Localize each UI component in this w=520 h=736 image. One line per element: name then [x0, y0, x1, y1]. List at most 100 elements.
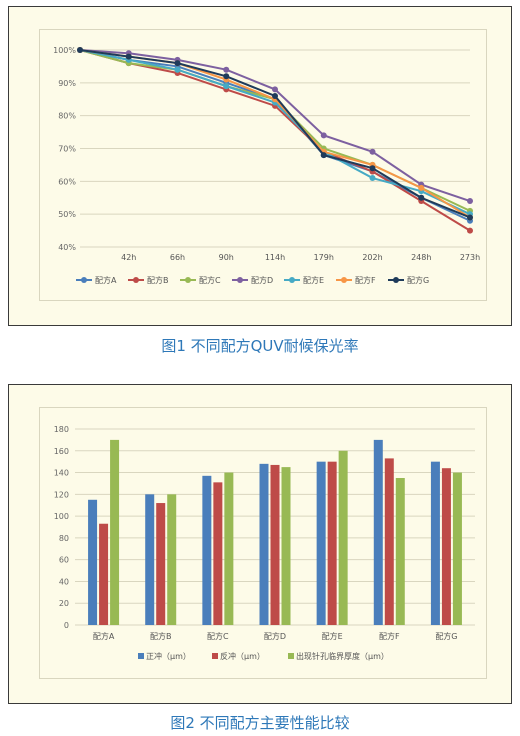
y-tick-label: 120 [54, 490, 69, 499]
y-tick-label: 140 [54, 469, 69, 478]
data-point [369, 165, 376, 172]
x-tick-label: 248h [411, 253, 431, 262]
y-tick-label: 160 [54, 447, 69, 456]
bar-chart: 0 20 40 60 80 100 120 140 160 180 配方A 配方B 配方C 配方D 配方E 配… [54, 425, 475, 661]
x-tick-label: 273h [460, 253, 480, 262]
legend-marker [237, 277, 243, 283]
y-tick-label: 70% [58, 145, 76, 154]
data-point [223, 83, 230, 90]
bar [213, 482, 223, 625]
x-tick-label: 配方G [435, 631, 457, 641]
bar [167, 494, 177, 625]
legend-marker [81, 277, 87, 283]
bar [338, 450, 348, 625]
x-tick-label: 配方A [93, 631, 115, 641]
legend-marker [289, 277, 295, 283]
x-tick-label: 配方E [322, 631, 343, 641]
legend-label: 配方A [95, 275, 117, 285]
bar [224, 472, 234, 625]
x-tick-label: 114h [265, 253, 285, 262]
bar [259, 463, 269, 625]
bar [281, 467, 291, 625]
bar [395, 478, 405, 625]
series-line [79, 49, 471, 219]
x-tick-label: 90h [219, 253, 234, 262]
bar [441, 468, 451, 625]
bar-chart-area: 0 20 40 60 80 100 120 140 160 180 配方A 配方B 配方C 配方D 配方E 配… [39, 407, 487, 679]
data-point [467, 214, 473, 221]
bar [373, 439, 383, 625]
y-tick-label: 90% [58, 79, 76, 88]
legend-swatch [288, 653, 294, 659]
series-line [79, 49, 471, 216]
x-tick-label: 202h [362, 253, 382, 262]
data-point [467, 227, 473, 234]
y-tick-label: 80 [59, 534, 69, 543]
y-tick-label: 50% [58, 210, 76, 219]
legend-label: 正冲（μm） [146, 651, 191, 661]
legend-marker [133, 277, 139, 283]
y-tick-label: 0 [64, 621, 69, 630]
legend-label: 配方B [147, 275, 169, 285]
data-point [369, 175, 376, 182]
x-tick-label: 配方F [379, 631, 400, 641]
bar [145, 494, 155, 625]
data-point [369, 148, 376, 155]
x-tick-label: 66h [170, 253, 185, 262]
line-chart-area: 40% 50% 60% 70% 80% 90% 100% 42h 66h 90h 114h 179h 2… [39, 29, 487, 301]
figure2-caption: 图2 不同配方主要性能比较 [170, 714, 350, 732]
bar [156, 503, 166, 625]
series-line [79, 49, 471, 232]
y-tick-label: 100% [53, 46, 76, 55]
bar [430, 461, 440, 625]
y-tick-label: 40 [59, 577, 69, 586]
data-point [77, 47, 83, 53]
legend-label: 配方C [199, 275, 221, 285]
data-point [320, 152, 327, 159]
legend-marker [341, 277, 347, 283]
legend-label: 配方D [251, 275, 273, 285]
data-point [418, 194, 425, 201]
x-tick-label: 配方C [207, 631, 229, 641]
data-point [223, 66, 230, 73]
series-line [79, 49, 471, 202]
bar [88, 499, 98, 625]
legend-label: 配方G [407, 275, 429, 285]
legend-swatch [138, 653, 144, 659]
data-point [467, 198, 473, 205]
line-chart-panel: 40% 50% 60% 70% 80% 90% 100% 42h 66h 90h 114h 179h 2… [8, 6, 512, 326]
data-point [320, 132, 327, 139]
bar [384, 458, 394, 625]
data-point [418, 184, 425, 191]
y-tick-label: 80% [58, 112, 76, 121]
y-tick-label: 180 [54, 425, 69, 434]
figure1-caption: 图1 不同配方QUV耐候保光率 [161, 337, 359, 355]
legend-swatch [212, 653, 218, 659]
bar-chart-panel: 0 20 40 60 80 100 120 140 160 180 配方A 配方B 配方C 配方D 配方E 配… [8, 384, 512, 704]
data-point [223, 73, 230, 80]
series-line [79, 49, 471, 212]
bar [110, 439, 120, 625]
data-point [272, 92, 278, 99]
bar [202, 475, 212, 625]
legend-label: 反冲（μm） [220, 651, 265, 661]
y-tick-label: 40% [58, 243, 76, 252]
legend-label: 配方F [355, 275, 376, 285]
x-tick-label: 配方B [150, 631, 172, 641]
data-point [174, 66, 181, 73]
bar [316, 461, 326, 625]
y-tick-label: 20 [59, 599, 69, 608]
line-chart: 40% 50% 60% 70% 80% 90% 100% 42h 66h 90h 114h 179h 2… [53, 46, 480, 285]
bar [327, 461, 337, 625]
bar [99, 523, 109, 625]
data-point [174, 60, 181, 67]
x-tick-label: 配方D [264, 631, 286, 641]
y-tick-label: 60 [59, 556, 69, 565]
legend-marker [393, 277, 399, 283]
data-point [272, 86, 278, 93]
legend-label: 出现针孔临界厚度（μm） [296, 651, 389, 661]
y-tick-label: 60% [58, 177, 76, 186]
bar [270, 464, 280, 625]
y-tick-label: 100 [54, 512, 69, 521]
data-point [125, 53, 132, 60]
